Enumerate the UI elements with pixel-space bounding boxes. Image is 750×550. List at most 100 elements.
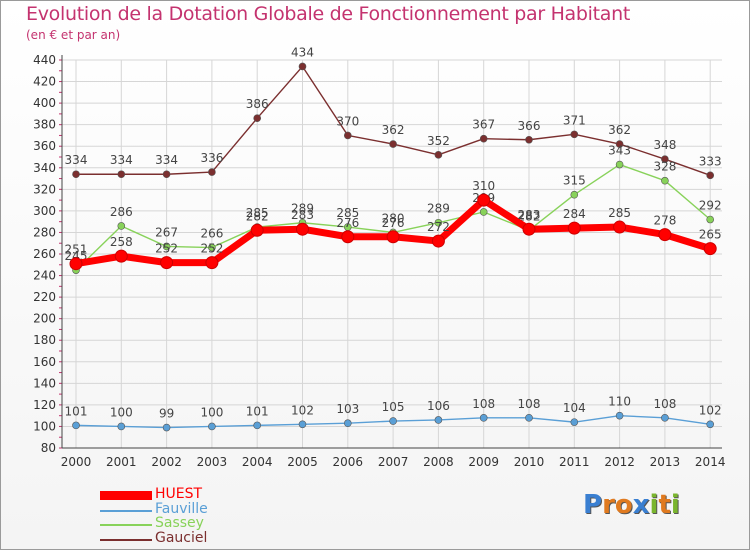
- data-point-fauville: [615, 411, 624, 420]
- data-point-huest: [431, 234, 445, 248]
- data-label-huest: 283: [518, 208, 541, 222]
- y-tick-label: 140: [33, 376, 56, 390]
- legend-swatch: [100, 491, 152, 500]
- data-point-gauciel: [661, 155, 669, 163]
- data-label-fauville: 100: [110, 405, 133, 419]
- data-point-sassey: [208, 243, 216, 252]
- logo-letter: x: [632, 490, 650, 520]
- data-label-huest: 278: [653, 214, 676, 228]
- data-point-gauciel: [525, 135, 533, 144]
- y-tick-label: 260: [33, 247, 56, 261]
- logo-letter: i: [670, 490, 680, 520]
- legend-swatch: [100, 538, 152, 541]
- x-tick-label: 2009: [468, 455, 499, 469]
- data-label-sassey: 282: [518, 209, 541, 223]
- data-point-huest: [69, 257, 83, 271]
- data-label-sassey: 292: [699, 199, 722, 213]
- data-point-fauville: [570, 418, 579, 426]
- data-point-sassey: [117, 222, 126, 230]
- data-point-fauville: [434, 416, 443, 424]
- data-point-gauciel: [298, 62, 307, 71]
- data-label-fauville: 106: [427, 399, 450, 413]
- x-tick-label: 2001: [106, 455, 137, 469]
- data-point-huest: [205, 256, 219, 270]
- y-tick-label: 120: [33, 398, 56, 412]
- x-tick-label: 2002: [151, 455, 182, 469]
- data-label-sassey: 267: [155, 225, 178, 239]
- data-label-huest: 258: [110, 235, 133, 249]
- data-label-huest: 284: [563, 207, 586, 221]
- x-tick-label: 2013: [650, 455, 681, 469]
- x-tick-label: 2003: [197, 455, 228, 469]
- y-tick-label: 80: [41, 441, 56, 455]
- legend-label: HUEST: [155, 486, 203, 502]
- data-point-huest: [567, 221, 581, 235]
- data-point-huest: [658, 228, 672, 242]
- data-label-sassey: 315: [563, 174, 586, 188]
- y-tick-label: 440: [33, 53, 56, 67]
- legend-swatch: [100, 524, 152, 526]
- data-label-huest: 283: [291, 208, 314, 222]
- data-label-fauville: 110: [608, 395, 631, 409]
- y-tick-label: 420: [33, 75, 56, 89]
- data-point-gauciel: [72, 170, 80, 179]
- data-point-huest: [114, 249, 128, 263]
- y-tick-label: 340: [33, 161, 56, 175]
- data-label-gauciel: 334: [65, 153, 88, 167]
- data-point-fauville: [298, 420, 307, 429]
- data-label-sassey: 343: [608, 144, 631, 158]
- x-tick-label: 2012: [604, 455, 635, 469]
- legend-swatch: [100, 509, 152, 512]
- data-label-sassey: 289: [427, 202, 450, 216]
- logo-letter: t: [658, 490, 671, 520]
- logo-letter: i: [649, 490, 659, 520]
- data-label-gauciel: 334: [110, 153, 133, 167]
- data-label-fauville: 102: [291, 403, 314, 417]
- data-point-fauville: [162, 423, 171, 432]
- data-point-gauciel: [162, 170, 171, 179]
- legend-label: Fauville: [155, 500, 208, 517]
- x-tick-label: 2004: [242, 455, 273, 469]
- data-label-fauville: 104: [563, 401, 586, 415]
- y-tick-label: 160: [33, 355, 56, 369]
- data-point-gauciel: [706, 171, 715, 180]
- data-point-fauville: [253, 421, 262, 430]
- data-label-gauciel: 434: [291, 45, 314, 59]
- y-tick-label: 360: [33, 139, 56, 153]
- x-tick-label: 2005: [287, 455, 318, 469]
- data-label-gauciel: 371: [563, 113, 586, 127]
- data-label-gauciel: 352: [427, 134, 450, 148]
- data-label-gauciel: 367: [472, 118, 495, 132]
- data-point-fauville: [343, 419, 352, 428]
- data-label-fauville: 102: [699, 403, 722, 417]
- data-label-huest: 282: [246, 209, 269, 223]
- data-label-fauville: 101: [65, 404, 88, 418]
- data-point-huest: [341, 230, 355, 244]
- data-point-fauville: [117, 422, 126, 431]
- x-tick-label: 2011: [559, 455, 590, 469]
- chart-subtitle: (en € et par an): [26, 28, 121, 42]
- data-label-gauciel: 334: [155, 153, 178, 167]
- data-label-huest: 285: [608, 206, 631, 220]
- data-point-huest: [296, 222, 309, 236]
- data-label-fauville: 105: [382, 400, 405, 414]
- data-label-fauville: 100: [200, 405, 223, 419]
- data-point-gauciel: [208, 168, 216, 176]
- data-label-huest: 276: [336, 216, 359, 230]
- data-label-fauville: 103: [336, 402, 359, 416]
- data-point-sassey: [706, 215, 715, 224]
- data-label-huest: 252: [200, 242, 223, 256]
- data-label-sassey: 286: [110, 205, 133, 219]
- data-point-huest: [386, 230, 400, 244]
- data-point-fauville: [389, 417, 397, 425]
- data-label-fauville: 108: [518, 397, 541, 411]
- data-label-fauville: 108: [653, 397, 676, 411]
- data-point-fauville: [479, 414, 488, 422]
- data-label-sassey: 266: [200, 227, 223, 241]
- x-tick-label: 2008: [423, 455, 454, 469]
- data-label-sassey: 328: [653, 160, 676, 174]
- data-label-huest: 265: [699, 228, 722, 242]
- data-label-fauville: 108: [472, 397, 495, 411]
- x-tick-label: 2014: [695, 455, 726, 469]
- data-point-sassey: [570, 190, 579, 199]
